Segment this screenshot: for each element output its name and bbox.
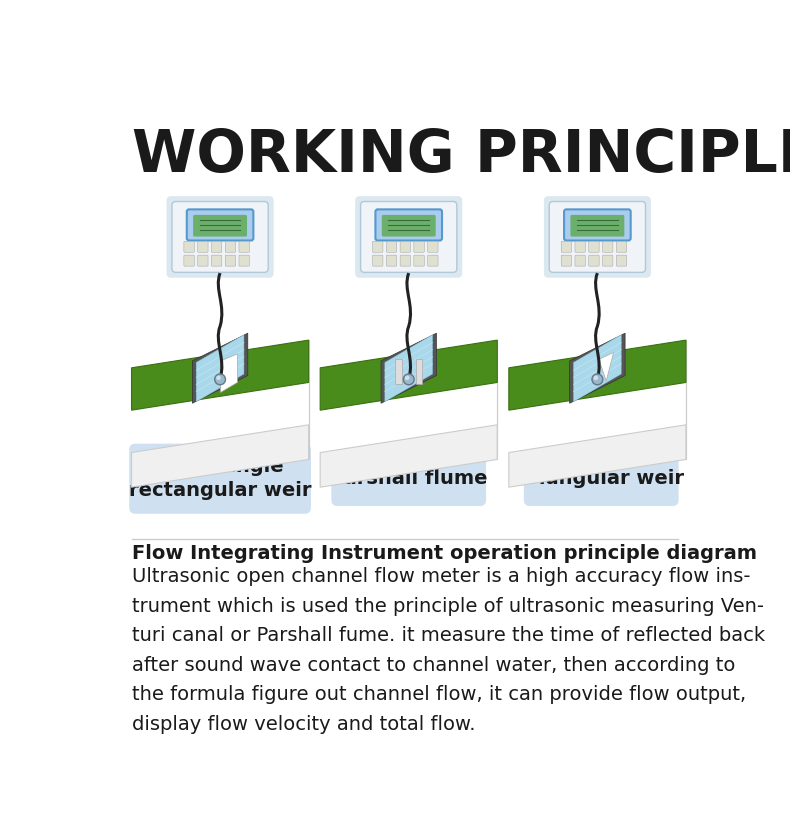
FancyBboxPatch shape <box>427 255 438 266</box>
Polygon shape <box>416 359 422 384</box>
Polygon shape <box>385 335 433 402</box>
FancyBboxPatch shape <box>186 210 254 241</box>
Text: Ultrasonic open channel flow meter is a high accuracy flow ins-
trument which is: Ultrasonic open channel flow meter is a … <box>131 567 771 734</box>
FancyBboxPatch shape <box>239 255 250 266</box>
Polygon shape <box>509 340 686 411</box>
FancyBboxPatch shape <box>212 255 222 266</box>
Circle shape <box>216 376 221 380</box>
FancyBboxPatch shape <box>225 255 235 266</box>
FancyBboxPatch shape <box>356 196 462 278</box>
Polygon shape <box>320 425 497 487</box>
FancyBboxPatch shape <box>193 215 247 237</box>
FancyBboxPatch shape <box>427 241 438 252</box>
FancyBboxPatch shape <box>603 255 613 266</box>
FancyBboxPatch shape <box>130 444 311 514</box>
FancyBboxPatch shape <box>400 241 411 252</box>
FancyBboxPatch shape <box>575 255 585 266</box>
FancyBboxPatch shape <box>589 255 599 266</box>
FancyBboxPatch shape <box>184 255 194 266</box>
FancyBboxPatch shape <box>373 255 383 266</box>
Circle shape <box>215 374 225 385</box>
FancyBboxPatch shape <box>167 196 273 278</box>
Polygon shape <box>570 333 625 403</box>
Text: Parshall flume: Parshall flume <box>330 469 487 489</box>
Circle shape <box>592 374 603 385</box>
FancyBboxPatch shape <box>544 196 651 278</box>
FancyBboxPatch shape <box>386 241 397 252</box>
FancyBboxPatch shape <box>225 241 235 252</box>
Text: Flow Integrating Instrument operation principle diagram: Flow Integrating Instrument operation pr… <box>131 544 757 563</box>
FancyBboxPatch shape <box>616 241 626 252</box>
Polygon shape <box>574 335 621 402</box>
Polygon shape <box>509 425 686 487</box>
Polygon shape <box>220 354 238 393</box>
FancyBboxPatch shape <box>575 241 585 252</box>
Circle shape <box>404 376 409 380</box>
FancyBboxPatch shape <box>386 255 397 266</box>
FancyBboxPatch shape <box>414 255 424 266</box>
Polygon shape <box>131 340 309 411</box>
FancyBboxPatch shape <box>561 241 572 252</box>
FancyBboxPatch shape <box>198 255 208 266</box>
FancyBboxPatch shape <box>331 451 486 506</box>
FancyBboxPatch shape <box>360 202 457 272</box>
Text: Right-angle
rectangular weir: Right-angle rectangular weir <box>129 458 311 500</box>
Text: WORKING PRINCIPLE: WORKING PRINCIPLE <box>131 127 790 184</box>
FancyBboxPatch shape <box>400 255 411 266</box>
FancyBboxPatch shape <box>524 451 679 506</box>
Text: Triangular weir: Triangular weir <box>518 469 684 489</box>
Circle shape <box>593 376 598 380</box>
FancyBboxPatch shape <box>172 202 268 272</box>
FancyBboxPatch shape <box>570 215 624 237</box>
FancyBboxPatch shape <box>564 210 630 241</box>
FancyBboxPatch shape <box>239 241 250 252</box>
Polygon shape <box>599 352 614 381</box>
Polygon shape <box>320 340 497 411</box>
FancyBboxPatch shape <box>589 241 599 252</box>
FancyBboxPatch shape <box>375 210 442 241</box>
FancyBboxPatch shape <box>198 241 208 252</box>
FancyBboxPatch shape <box>382 215 435 237</box>
Polygon shape <box>196 335 244 402</box>
Polygon shape <box>192 333 248 403</box>
FancyBboxPatch shape <box>184 241 194 252</box>
FancyBboxPatch shape <box>373 241 383 252</box>
FancyBboxPatch shape <box>212 241 222 252</box>
FancyBboxPatch shape <box>549 202 645 272</box>
FancyBboxPatch shape <box>414 241 424 252</box>
FancyBboxPatch shape <box>603 241 613 252</box>
Polygon shape <box>396 359 401 384</box>
FancyBboxPatch shape <box>561 255 572 266</box>
Polygon shape <box>131 425 309 487</box>
FancyBboxPatch shape <box>616 255 626 266</box>
Polygon shape <box>381 333 436 403</box>
Circle shape <box>404 374 414 385</box>
